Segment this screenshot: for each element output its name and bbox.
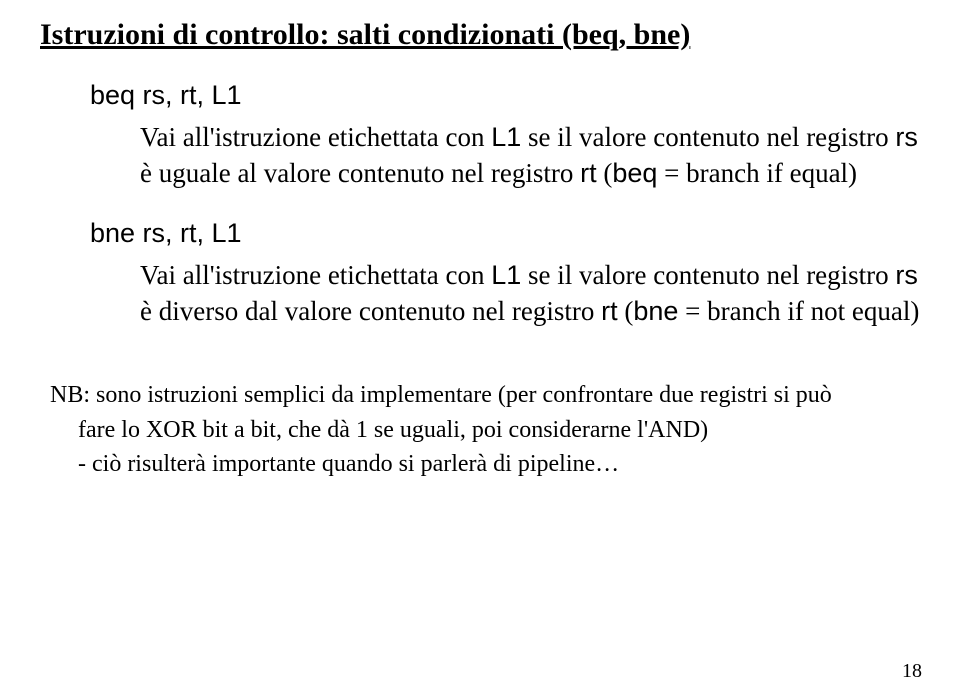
text: è diverso dal valore contenuto nel regis… (140, 296, 601, 326)
text: se il valore contenuto nel registro (521, 122, 895, 152)
text: Vai all'istruzione etichettata con (140, 122, 491, 152)
beq-block: beq rs, rt, L1 Vai all'istruzione etiche… (90, 80, 920, 192)
text: se il valore contenuto nel registro (521, 260, 895, 290)
note-line-1: NB: sono istruzioni semplici da implemen… (50, 378, 920, 413)
bne-block: bne rs, rt, L1 Vai all'istruzione etiche… (90, 218, 920, 330)
page-title: Istruzioni di controllo: salti condizion… (40, 18, 920, 52)
reg-rt: rt (580, 158, 597, 188)
reg-rs: rs (895, 122, 918, 152)
beq-description: Vai all'istruzione etichettata con L1 se… (140, 119, 920, 192)
text: è uguale al valore contenuto nel registr… (140, 158, 580, 188)
note-line-2: fare lo XOR bit a bit, che dà 1 se ugual… (78, 413, 920, 448)
reg-rs: rs (895, 260, 918, 290)
reg-rt: rt (601, 296, 618, 326)
beq-instruction: beq rs, rt, L1 (90, 80, 920, 111)
text: ( (597, 158, 613, 188)
text: Vai all'istruzione etichettata con (140, 260, 491, 290)
label-L1: L1 (491, 260, 521, 290)
text: = branch if not equal) (678, 296, 919, 326)
bne-description: Vai all'istruzione etichettata con L1 se… (140, 257, 920, 330)
label-L1: L1 (491, 122, 521, 152)
note-line-3: - ciò risulterà importante quando si par… (78, 447, 920, 482)
keyword-beq: beq (612, 158, 657, 188)
note-block: NB: sono istruzioni semplici da implemen… (50, 378, 920, 482)
text: ( (618, 296, 634, 326)
text: = branch if equal) (657, 158, 857, 188)
page: Istruzioni di controllo: salti condizion… (0, 0, 960, 697)
bne-instruction: bne rs, rt, L1 (90, 218, 920, 249)
keyword-bne: bne (633, 296, 678, 326)
page-number: 18 (902, 660, 922, 683)
